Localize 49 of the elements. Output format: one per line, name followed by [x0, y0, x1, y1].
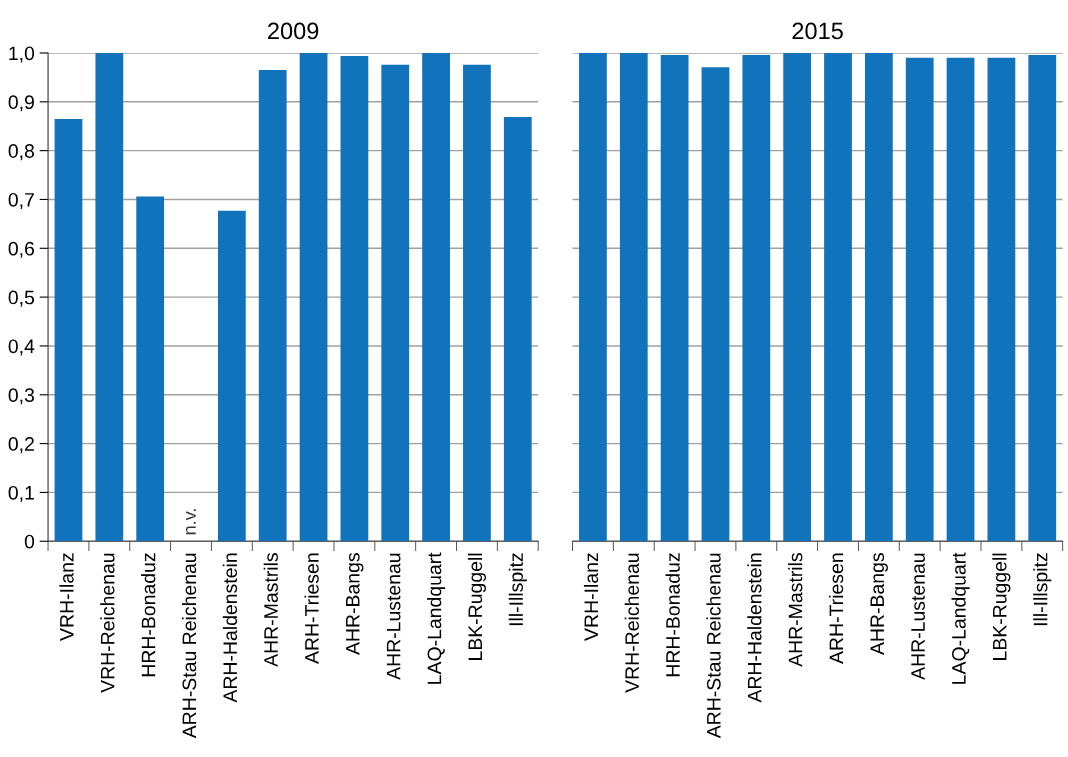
y-tick-label: 0	[24, 534, 35, 549]
x-tick-label: VRH-Reichenau	[624, 553, 639, 693]
x-tick-label: AHR-Lustenau	[911, 553, 925, 680]
y-tick-label: 0,6	[8, 241, 35, 258]
y-tick-label: 0,1	[8, 485, 34, 502]
bar	[258, 70, 287, 542]
bar	[422, 52, 450, 542]
bar	[340, 55, 369, 542]
x-tick-label: LAQ-Landquart	[951, 552, 970, 684]
x-tick-label: AHR-Bangs	[870, 553, 888, 655]
x-tick-label: ARH-Haldenstein	[747, 553, 762, 703]
y-tick-label: 0,2	[8, 437, 34, 454]
x-tick-label: AHR-Bangs	[346, 553, 364, 655]
x-tick-label: ARH-Stau Reichenau	[181, 553, 197, 739]
bar	[217, 210, 246, 542]
x-tick-label: LBK-Ruggell	[467, 553, 486, 660]
y-tick-label: 0,4	[8, 339, 35, 356]
bar	[54, 118, 83, 542]
x-tick-label: LAQ-Landquart	[427, 552, 446, 684]
annotation: n.v.	[185, 509, 196, 535]
x-tick-label: AHR-Lustenau	[386, 553, 401, 680]
x-tick-label: ARH-Haldenstein	[222, 553, 238, 703]
x-tick-label: Ill-Illspitz	[508, 553, 527, 626]
y-tick-label: 0,8	[8, 144, 35, 161]
y-tick-label: 0,7	[8, 192, 34, 209]
x-tick-label: VRH-Ilanz	[583, 553, 599, 641]
x-tick-label: VRH-Reichenau	[100, 553, 115, 693]
y-tick-label: 0,9	[8, 95, 34, 112]
bar	[503, 116, 532, 542]
bar	[463, 64, 491, 542]
bar	[381, 64, 410, 542]
bar	[95, 52, 124, 542]
chart-title: 2009	[268, 22, 319, 40]
chart-title: 2015	[792, 22, 843, 40]
x-tick-label: Ill-Illspitz	[1033, 553, 1052, 626]
x-tick-label: ARH-Triesen	[304, 553, 319, 664]
x-tick-label: AHR-Mastrils	[788, 553, 803, 667]
x-tick-label: ARH-Triesen	[828, 553, 844, 664]
x-tick-label: HRH-Bonaduz	[665, 553, 680, 677]
x-tick-label: HRH-Bonaduz	[141, 553, 156, 677]
y-tick-label: 1,0	[9, 46, 35, 63]
bar	[299, 52, 328, 542]
x-tick-label: LBK-Ruggell	[992, 553, 1011, 660]
bar	[136, 196, 165, 542]
x-tick-label: AHR-Mastrils	[263, 553, 278, 667]
y-tick-label: 0,3	[8, 388, 35, 405]
x-tick-label: ARH-Stau Reichenau	[706, 553, 721, 739]
x-tick-label: VRH-Ilanz	[59, 553, 74, 641]
y-tick-label: 0,5	[8, 290, 35, 307]
